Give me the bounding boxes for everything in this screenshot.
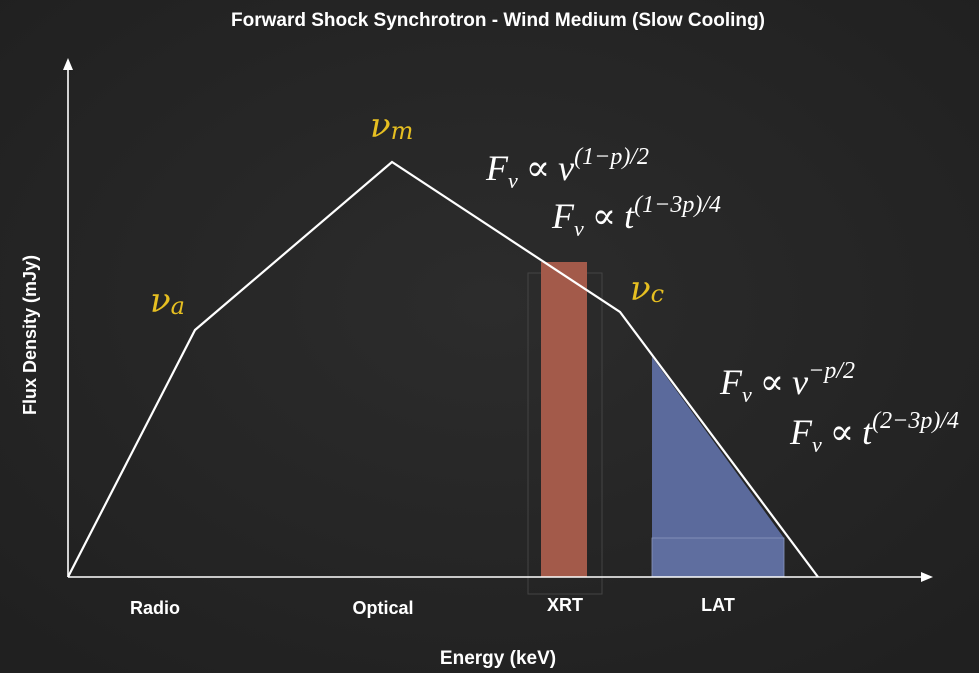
lat-band: [652, 357, 784, 577]
f-sub: ν: [742, 382, 752, 407]
xrt-band: [541, 262, 587, 577]
f-sub: ν: [574, 216, 584, 241]
symbol: ν: [370, 106, 391, 146]
subscript: m: [391, 117, 414, 145]
subscript: c: [651, 280, 664, 308]
y-axis-label: Flux Density (mJy): [20, 255, 40, 415]
x-arrow: [921, 572, 933, 582]
exponent: (2−3p)/4: [872, 408, 959, 434]
relation: ∝: [760, 362, 784, 402]
exponent: (1−3p)/4: [634, 192, 721, 218]
f: F: [719, 362, 743, 402]
band-label: Optical: [352, 598, 413, 618]
band-label: LAT: [701, 595, 735, 615]
band-label: Radio: [130, 598, 180, 618]
spectrum-line: [67, 160, 819, 578]
symbol: ν: [150, 281, 171, 321]
relation: ∝: [592, 196, 616, 236]
break-label: νc: [630, 269, 664, 309]
variable: ν: [558, 148, 574, 188]
variable: t: [862, 412, 873, 452]
lat-band-base: [651, 537, 785, 578]
relation: ∝: [830, 412, 854, 452]
break-label: νm: [370, 106, 413, 146]
formula: Fν ∝ t(2−3p)/4: [789, 408, 959, 457]
band-label: XRT: [547, 595, 583, 615]
f: F: [485, 148, 509, 188]
break-label: νa: [150, 281, 185, 321]
exponent: −p/2: [808, 358, 855, 384]
variable: t: [624, 196, 635, 236]
f: F: [551, 196, 575, 236]
formula: Fν ∝ t(1−3p)/4: [551, 192, 721, 241]
symbol: ν: [630, 269, 651, 309]
x-axis-label: Energy (keV): [440, 648, 556, 669]
f-sub: ν: [508, 168, 518, 193]
title: Forward Shock Synchrotron - Wind Medium …: [231, 10, 765, 31]
f: F: [789, 412, 813, 452]
variable: ν: [792, 362, 808, 402]
formula: Fν ∝ ν(1−p)/2: [485, 144, 649, 193]
y-arrow: [63, 58, 73, 70]
relation: ∝: [526, 148, 550, 188]
f-sub: ν: [812, 432, 822, 457]
subscript: a: [171, 292, 185, 320]
exponent: (1−p)/2: [574, 144, 649, 170]
formula: Fν ∝ ν−p/2: [719, 358, 855, 407]
